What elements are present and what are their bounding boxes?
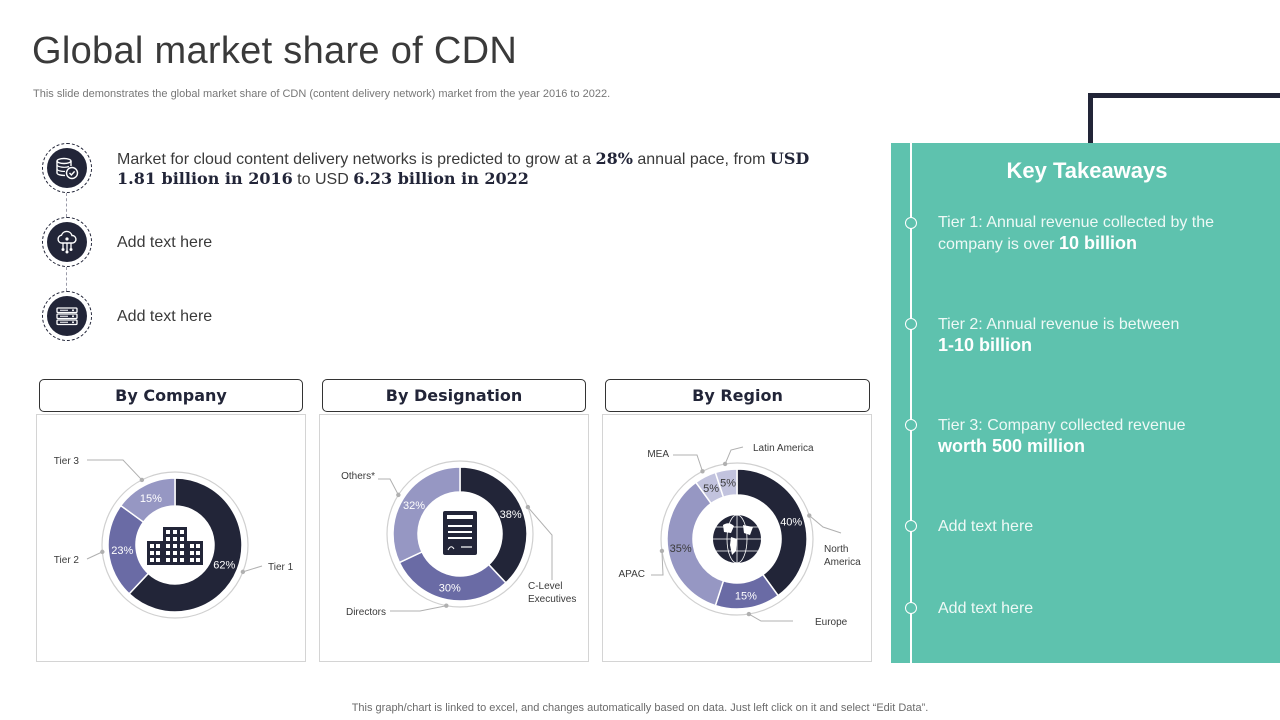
- value-label: 38%: [500, 509, 522, 521]
- page-title: Global market share of CDN: [32, 30, 518, 72]
- takeaway-item: Tier 3: Company collected revenue worth …: [938, 417, 1186, 456]
- timeline-dot: [905, 318, 917, 330]
- timeline-dot: [905, 217, 917, 229]
- category-label: North: [824, 544, 848, 555]
- takeaway-item: Tier 1: Annual revenue collected by the …: [938, 214, 1215, 253]
- value-label: 15%: [735, 590, 757, 602]
- value-label: 40%: [780, 516, 802, 528]
- donut-slice-apac: [666, 481, 725, 607]
- value-label: 62%: [213, 560, 235, 572]
- value-label: 5%: [720, 478, 736, 490]
- callout-line: [808, 515, 842, 534]
- category-label: Directors: [346, 607, 386, 618]
- donut-slice-others-: [392, 466, 461, 564]
- third-point-text: Add text here: [117, 308, 213, 325]
- donut-outer-ring: [386, 460, 534, 608]
- page-subtitle: This slide demonstrates the global marke…: [33, 88, 611, 100]
- card-header-region: By Region: [605, 379, 870, 412]
- icon-connector: [66, 193, 67, 217]
- callout-dot: [240, 569, 246, 575]
- category-label: MEA: [647, 449, 669, 460]
- timeline-dot: [905, 602, 917, 614]
- callout-line: [378, 478, 399, 496]
- key-takeaways-panel: Key Takeaways Tier 1: Annual revenue col…: [891, 143, 1280, 663]
- document-icon: [443, 511, 477, 555]
- timeline-dot: [905, 520, 917, 532]
- callout-line: [673, 454, 703, 472]
- category-label: Others*: [341, 471, 375, 482]
- company-chart-card: 62% Tier 1 23% Tier 2 15% Tier 3: [36, 414, 306, 662]
- category-label: Europe: [815, 617, 848, 628]
- category-label: Tier 3: [54, 456, 80, 467]
- second-point-text: Add text here: [117, 234, 213, 251]
- category-label: Executives: [528, 594, 576, 605]
- value-label: 30%: [439, 583, 461, 595]
- company-donut-chart: 62% Tier 1 23% Tier 2 15% Tier 3: [54, 456, 294, 619]
- region-donut-chart: 40% North America 15% Europe 35% APAC 5% MEA 5% La…: [619, 443, 862, 628]
- server-rack-icon: [42, 291, 92, 341]
- timeline-dot: [905, 419, 917, 431]
- main-point-text: Market for cloud content delivery networ…: [117, 149, 810, 188]
- card-header-designation: By Designation: [322, 379, 586, 412]
- callout-line: [527, 506, 553, 580]
- callout-line: [86, 551, 103, 560]
- icon-connector: [66, 267, 67, 291]
- designation-donut-chart: 38% C-Level Executives 30% Directors 32% Other…: [341, 460, 576, 618]
- takeaway-item: Add text here: [938, 518, 1034, 535]
- category-label: APAC: [619, 569, 646, 580]
- database-check-icon: [42, 143, 92, 193]
- callout-dot: [700, 469, 705, 474]
- decorative-frame: [1088, 93, 1280, 153]
- donut-slice-tier-1: [128, 477, 243, 613]
- value-label: 23%: [111, 545, 133, 557]
- donut-slice-latin-america: [714, 468, 738, 499]
- category-label: America: [824, 557, 861, 568]
- cloud-network-icon: [42, 217, 92, 267]
- callout-line: [748, 613, 793, 622]
- takeaway-item: Tier 2: Annual revenue is between 1-10 b…: [938, 316, 1180, 355]
- takeaway-item: Add text here: [938, 600, 1034, 617]
- donut-slice-north-america: [736, 468, 808, 597]
- key-takeaways-title: Key Takeaways: [1006, 158, 1168, 183]
- card-header-company: By Company: [39, 379, 303, 412]
- callout-line: [724, 446, 744, 465]
- callout-line: [87, 459, 143, 481]
- category-label: Tier 2: [54, 555, 80, 566]
- globe-icon: [713, 514, 761, 564]
- value-label: 32%: [403, 500, 425, 512]
- region-chart-card: 40% North America 15% Europe 35% APAC 5% MEA 5% La…: [602, 414, 872, 662]
- designation-chart-card: 38% C-Level Executives 30% Directors 32% Other…: [319, 414, 589, 662]
- callout-line: [651, 550, 664, 576]
- category-label: Tier 1: [268, 562, 294, 573]
- callout-line: [390, 605, 447, 612]
- donut-outer-ring: [101, 471, 249, 619]
- footnote: This graph/chart is linked to excel, and…: [351, 702, 929, 714]
- value-label: 5%: [703, 483, 719, 495]
- timeline-line: [910, 143, 912, 663]
- callout-dot: [396, 492, 401, 498]
- donut-outer-ring: [660, 462, 814, 616]
- donut-slice-tier-3: [119, 477, 176, 524]
- donut-slice-c-level-executives: [459, 466, 528, 584]
- callout-dot: [659, 548, 665, 554]
- category-label: Latin America: [753, 443, 814, 454]
- value-label: 35%: [670, 543, 692, 555]
- callout-dot: [100, 549, 105, 555]
- category-label: C-Level: [528, 581, 562, 592]
- value-label: 15%: [140, 493, 162, 505]
- callout-line: [242, 565, 263, 573]
- office-building-icon: [147, 527, 203, 565]
